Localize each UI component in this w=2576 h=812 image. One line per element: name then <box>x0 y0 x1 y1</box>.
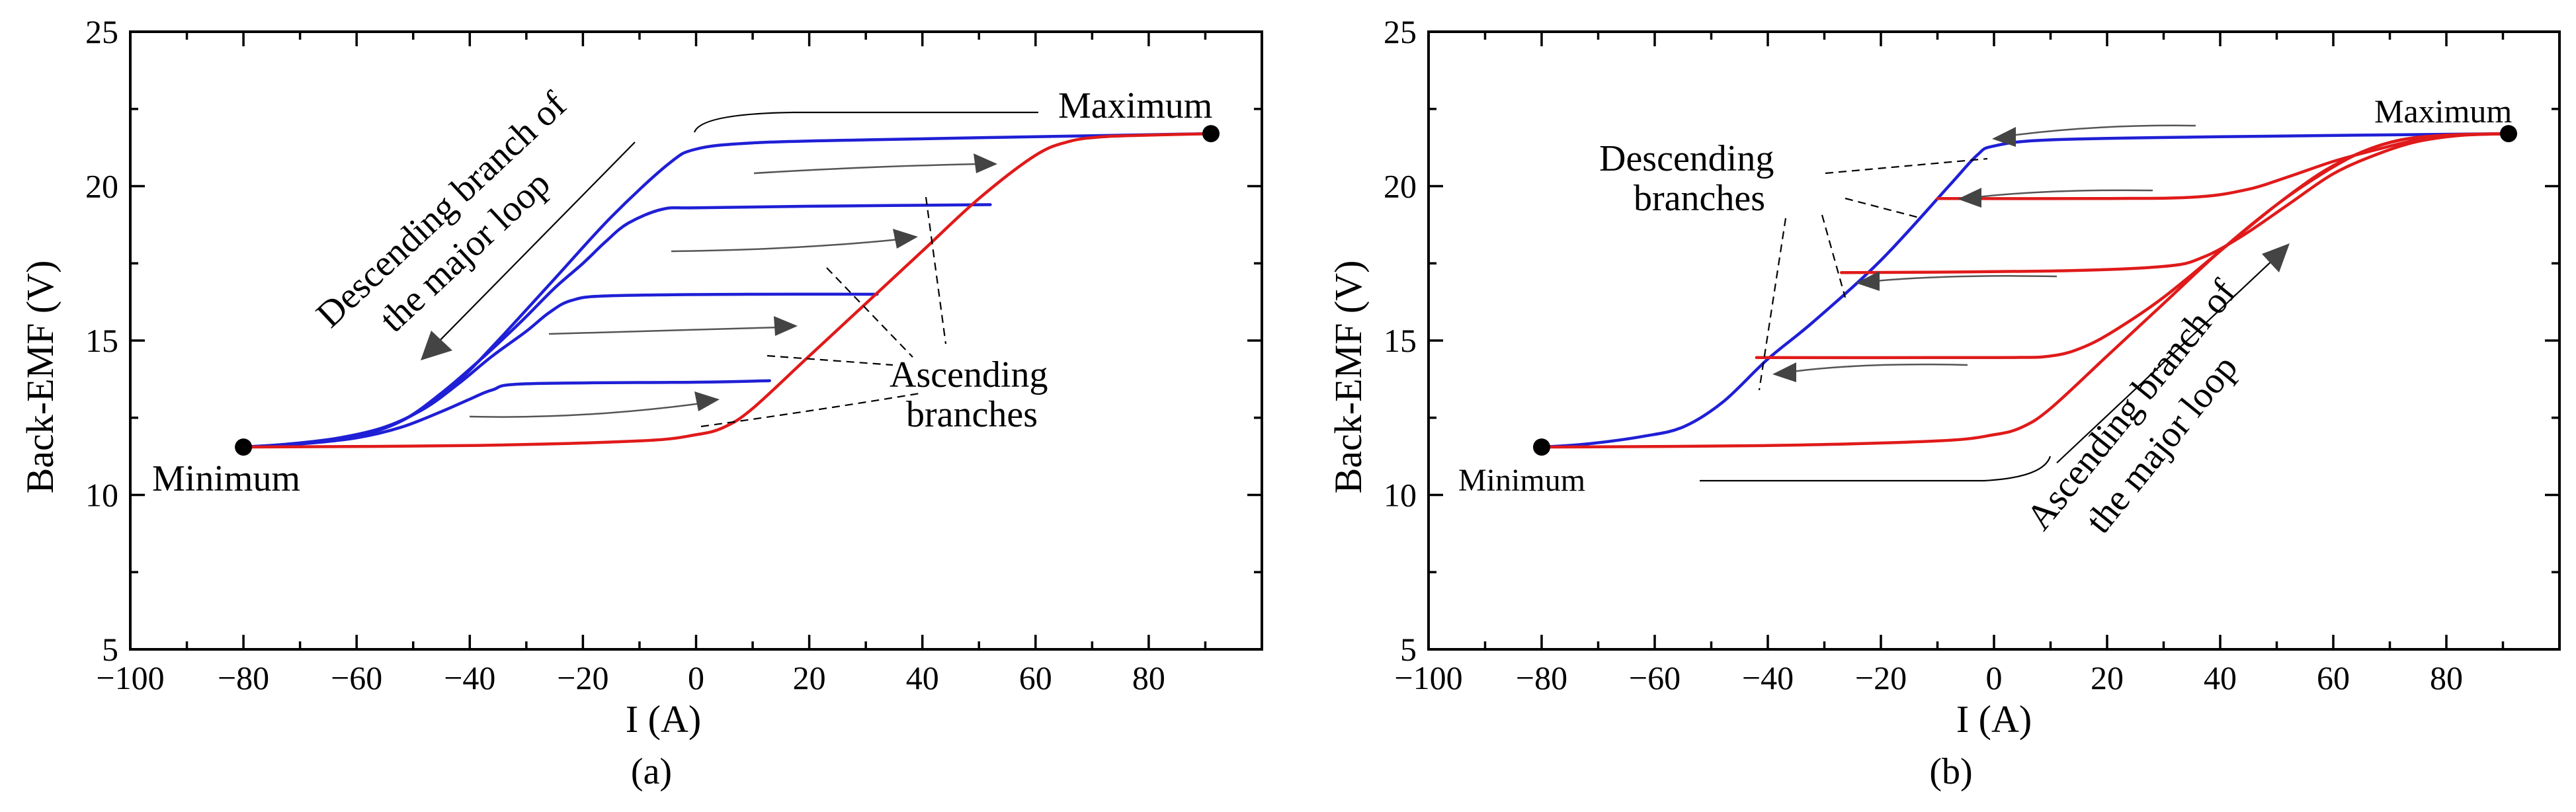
panel-a-maximum-marker <box>1202 125 1220 143</box>
ascending-arrow <box>2056 257 2276 464</box>
panel-a-y-tick-label: 20 <box>85 168 118 205</box>
direction-arrow <box>1792 363 1968 373</box>
panel-a-y-tick-label: 25 <box>85 13 118 50</box>
panel-b-y-tick-label: 10 <box>1384 477 1417 514</box>
panel-b-x-tick-label: −80 <box>1516 659 1567 696</box>
panel-a-x-tick-label: 0 <box>688 659 704 696</box>
ascending-leader <box>767 354 893 366</box>
direction-arrow <box>1977 189 2153 198</box>
panel-a-y-tick-label: 10 <box>85 477 118 514</box>
direction-arrowhead <box>893 229 918 249</box>
direction-arrow <box>1874 275 2057 282</box>
panel-b-series-red-3 <box>1936 132 2511 200</box>
panel-a-x-tick-label: 20 <box>793 659 826 696</box>
panel-b-minimum-marker <box>1533 438 1550 456</box>
panel-b-leaders <box>1700 157 2052 482</box>
panel-a-x-tick-label: −20 <box>557 659 608 696</box>
direction-arrow <box>753 163 979 175</box>
panel-a-series-blue-3 <box>241 292 879 449</box>
direction-arrow <box>2010 124 2196 137</box>
panel-a-minimum-label: Minimum <box>152 458 300 499</box>
panel-a-series-blue-4 <box>241 379 771 449</box>
panel-a: Descending branch of the major loop Asce… <box>19 13 1263 792</box>
panel-a-y-tick-label: 15 <box>85 322 118 359</box>
panel-b-series-red-5 <box>1755 132 2511 360</box>
direction-arrowhead <box>774 316 798 336</box>
panel-b-x-tick-label: −100 <box>1394 659 1462 696</box>
direction-arrowhead <box>1772 362 1796 382</box>
direction-arrowhead <box>694 391 720 411</box>
panel-a-ascending-label-line2: branches <box>906 394 1038 435</box>
ascending-leader <box>826 267 913 358</box>
panel-a-minimum-marker <box>235 438 253 456</box>
panel-b-x-axis-title: I (A) <box>1956 698 2032 741</box>
descending-arrow <box>436 142 636 345</box>
panel-b-y-tick-label: 5 <box>1400 631 1417 668</box>
panel-a-y-axis-title: Back-EMF (V) <box>19 261 62 494</box>
panel-a-x-tick-label: 80 <box>1132 659 1165 696</box>
panel-b-descending-label-line2: branches <box>1634 178 1765 219</box>
descending-leader <box>1825 157 1988 175</box>
panel-b-direction-arrows <box>1772 124 2290 464</box>
panel-a-series-red-5 <box>241 132 1213 449</box>
panel-b-x-tick-label: 0 <box>1986 659 2003 696</box>
panel-a-y-tick-label: 5 <box>102 631 118 668</box>
descending-arrowhead <box>421 331 452 360</box>
panel-b-maximum-label: Maximum <box>2374 93 2512 130</box>
panel-b-y-tick-label: 25 <box>1384 13 1417 50</box>
direction-arrowhead <box>1992 127 2016 147</box>
panel-b-x-tick-label: 20 <box>2091 659 2124 696</box>
panel-b-y-axis-title: Back-EMF (V) <box>1327 261 1370 494</box>
panel-b-x-tick-label: −20 <box>1855 659 1907 696</box>
panel-b-x-tick-label: 40 <box>2204 659 2237 696</box>
panel-a-x-tick-label: 40 <box>906 659 939 696</box>
ascending-leader <box>700 392 920 428</box>
panel-a-ascending-label-line1: Ascending <box>890 354 1048 395</box>
direction-arrowhead <box>1856 271 1880 291</box>
panel-b-x-tick-label: −40 <box>1742 659 1794 696</box>
panel-a-x-tick-label: −60 <box>331 659 382 696</box>
panel-a-series-blue-1 <box>241 132 1213 449</box>
direction-arrowhead <box>1958 188 1981 208</box>
panel-a-x-tick-label: −100 <box>96 659 164 696</box>
direction-arrow <box>548 326 781 335</box>
descending-callout-line <box>693 111 1038 133</box>
panel-b-minimum-label: Minimum <box>1458 463 1585 498</box>
direction-arrow <box>671 238 900 253</box>
panel-a-x-axis-title: I (A) <box>626 698 701 741</box>
ascending-callout-line <box>1700 456 2052 482</box>
panel-b-series-red-4 <box>1839 132 2511 274</box>
panel-b-series-blue-1 <box>1540 132 2511 449</box>
panel-a-x-tick-label: −80 <box>218 659 269 696</box>
panel-b-y-tick-label: 15 <box>1384 322 1417 359</box>
descending-leader <box>1845 197 1922 220</box>
panel-b-descending-label-line1: Descending <box>1599 138 1774 179</box>
panel-b-label: (b) <box>1929 751 1972 792</box>
descending-leader <box>1821 214 1847 298</box>
descending-leader <box>1758 218 1787 391</box>
panel-b-maximum-marker <box>2500 125 2518 143</box>
panel-a-direction-arrows <box>421 142 997 418</box>
ascending-arrowhead <box>2262 243 2290 272</box>
direction-arrow <box>469 402 702 418</box>
direction-arrowhead <box>974 153 997 173</box>
panel-b-x-tick-label: −60 <box>1629 659 1681 696</box>
panel-a-x-tick-label: −40 <box>444 659 495 696</box>
panel-b-x-tick-label: 60 <box>2317 659 2350 696</box>
panel-b-x-tick-label: 80 <box>2430 659 2463 696</box>
panel-a-label: (a) <box>631 751 672 792</box>
panel-b-y-tick-label: 20 <box>1384 168 1417 205</box>
panel-b: Descending branches Ascending branch of … <box>1327 13 2561 792</box>
ascending-leader <box>925 196 947 345</box>
panel-a-maximum-label: Maximum <box>1058 85 1212 126</box>
panel-a-x-tick-label: 60 <box>1019 659 1052 696</box>
panel-a-leaders <box>693 111 1038 428</box>
